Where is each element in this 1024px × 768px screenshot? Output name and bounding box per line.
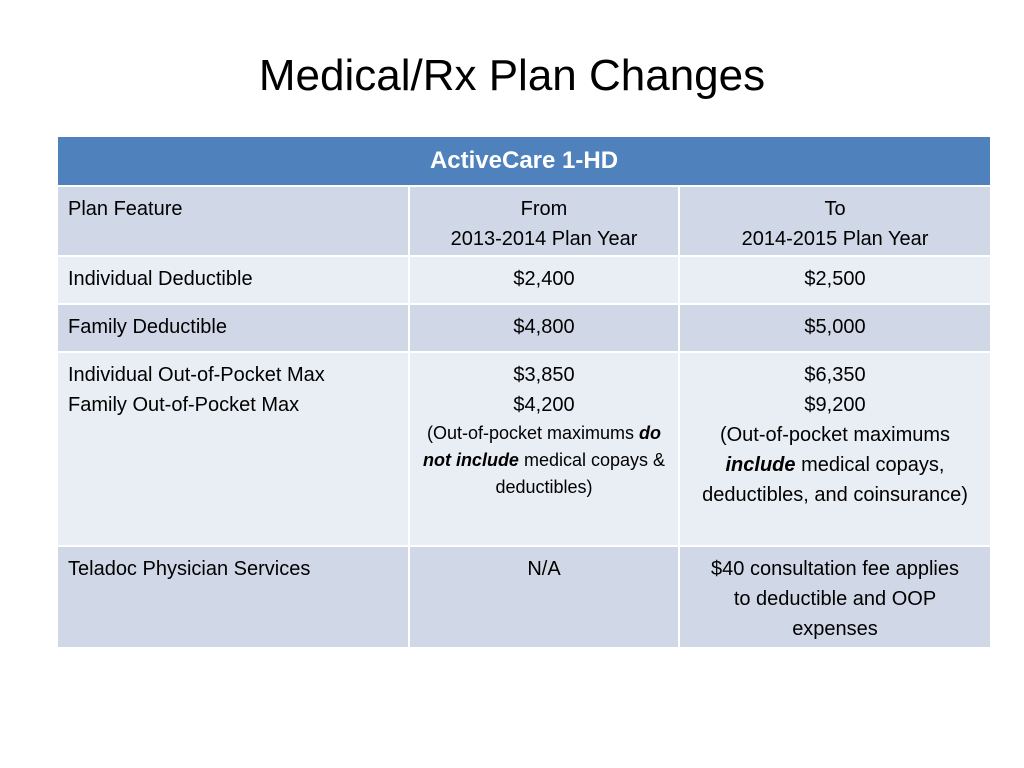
table-row-out-of-pocket-max: Individual Out-of-Pocket Max Family Out-…: [56, 351, 992, 547]
feature-teladoc: Teladoc Physician Services: [56, 545, 410, 649]
feature-family-deductible: Family Deductible: [56, 303, 410, 353]
to-individual-deductible: $2,500: [678, 255, 992, 305]
feature-individual-oop-max: Individual Out-of-Pocket Max: [68, 364, 325, 386]
feature-family-oop-max: Family Out-of-Pocket Max: [68, 394, 300, 416]
from-oop-note-emphasis: do not include: [422, 423, 662, 470]
table-row-individual-deductible: Individual Deductible $2,400 $2,500: [56, 255, 992, 305]
to-out-of-pocket-max: $6,350 $9,200 (Out-of-pocket maximums in…: [678, 351, 992, 547]
from-family-oop-max: $4,200: [513, 394, 575, 416]
from-label: From: [520, 198, 568, 220]
table-row-family-deductible: Family Deductible $4,800 $5,000: [56, 303, 992, 353]
to-year: 2014-2015 Plan Year: [741, 228, 929, 250]
from-oop-note-close: medical copays & deductibles): [495, 450, 666, 497]
table-row-plan-feature: Plan Feature From 2013-2014 Plan Year To…: [56, 185, 992, 257]
to-label: To: [824, 198, 846, 220]
from-individual-oop-max: $3,850: [513, 364, 575, 386]
to-oop-note-open: (Out-of-pocket maximums: [719, 424, 951, 446]
to-individual-oop-max: $6,350: [804, 364, 866, 386]
to-oop-note-emphasis: include: [725, 454, 796, 476]
plan-feature-label: Plan Feature: [56, 185, 410, 257]
to-family-deductible: $5,000: [678, 303, 992, 353]
from-year: 2013-2014 Plan Year: [450, 228, 638, 250]
table-header-row: ActiveCare 1-HD: [56, 135, 992, 187]
from-oop-note-open: (Out-of-pocket maximums: [426, 423, 640, 443]
plan-comparison-table: ActiveCare 1-HD Plan Feature From 2013-2…: [56, 135, 992, 649]
to-oop-note-close: medical copays, deductibles, and coinsur…: [702, 454, 968, 506]
to-teladoc: $40 consultation fee applies to deductib…: [678, 545, 992, 649]
from-teladoc: N/A: [408, 545, 680, 649]
from-family-deductible: $4,800: [408, 303, 680, 353]
from-column-header: From 2013-2014 Plan Year: [408, 185, 680, 257]
feature-individual-deductible: Individual Deductible: [56, 255, 410, 305]
to-column-header: To 2014-2015 Plan Year: [678, 185, 992, 257]
feature-out-of-pocket-max: Individual Out-of-Pocket Max Family Out-…: [56, 351, 410, 547]
table-header: ActiveCare 1-HD: [56, 135, 992, 187]
to-family-oop-max: $9,200: [804, 394, 866, 416]
from-oop-note: (Out-of-pocket maximums do not include m…: [416, 420, 672, 501]
slide-title: Medical/Rx Plan Changes: [258, 51, 766, 100]
to-oop-note: (Out-of-pocket maximums include medical …: [686, 420, 984, 510]
table-row-teladoc: Teladoc Physician Services N/A $40 consu…: [56, 545, 992, 649]
from-individual-deductible: $2,400: [408, 255, 680, 305]
from-out-of-pocket-max: $3,850 $4,200 (Out-of-pocket maximums do…: [408, 351, 680, 547]
